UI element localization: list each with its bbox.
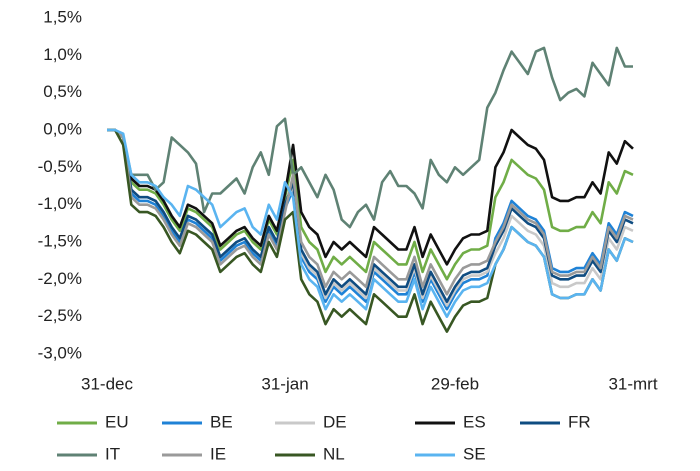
legend-label: NL [323, 444, 345, 463]
legend-label: DE [323, 412, 347, 431]
legend-label: EU [105, 412, 129, 431]
y-tick-label: -2,0% [38, 269, 82, 288]
x-tick-label: 31-mrt [608, 374, 657, 393]
y-tick-label: 0,5% [43, 82, 82, 101]
y-tick-label: -0,5% [38, 157, 82, 176]
x-tick-label: 29-feb [431, 374, 479, 393]
legend-label: IE [210, 444, 226, 463]
legend-label: ES [463, 412, 486, 431]
legend-label: FR [568, 412, 591, 431]
y-tick-label: 1,5% [43, 7, 82, 26]
legend-label: IT [105, 444, 120, 463]
y-tick-label: -2,5% [38, 306, 82, 325]
line-series [107, 46, 633, 229]
y-tick-label: 0,0% [43, 119, 82, 138]
line-series [107, 128, 634, 266]
legend-label: BE [210, 412, 233, 431]
legend-label: SE [463, 444, 486, 463]
line-series [107, 128, 634, 296]
x-tick-label: 31-dec [81, 374, 133, 393]
y-tick-label: -3,0% [38, 343, 82, 362]
y-tick-label: -1,0% [38, 194, 82, 213]
y-tick-label: -1,5% [38, 231, 82, 250]
line-series [107, 128, 634, 281]
x-tick-label: 31-jan [261, 374, 308, 393]
line-series [107, 128, 634, 318]
y-tick-label: 1,0% [43, 45, 82, 64]
